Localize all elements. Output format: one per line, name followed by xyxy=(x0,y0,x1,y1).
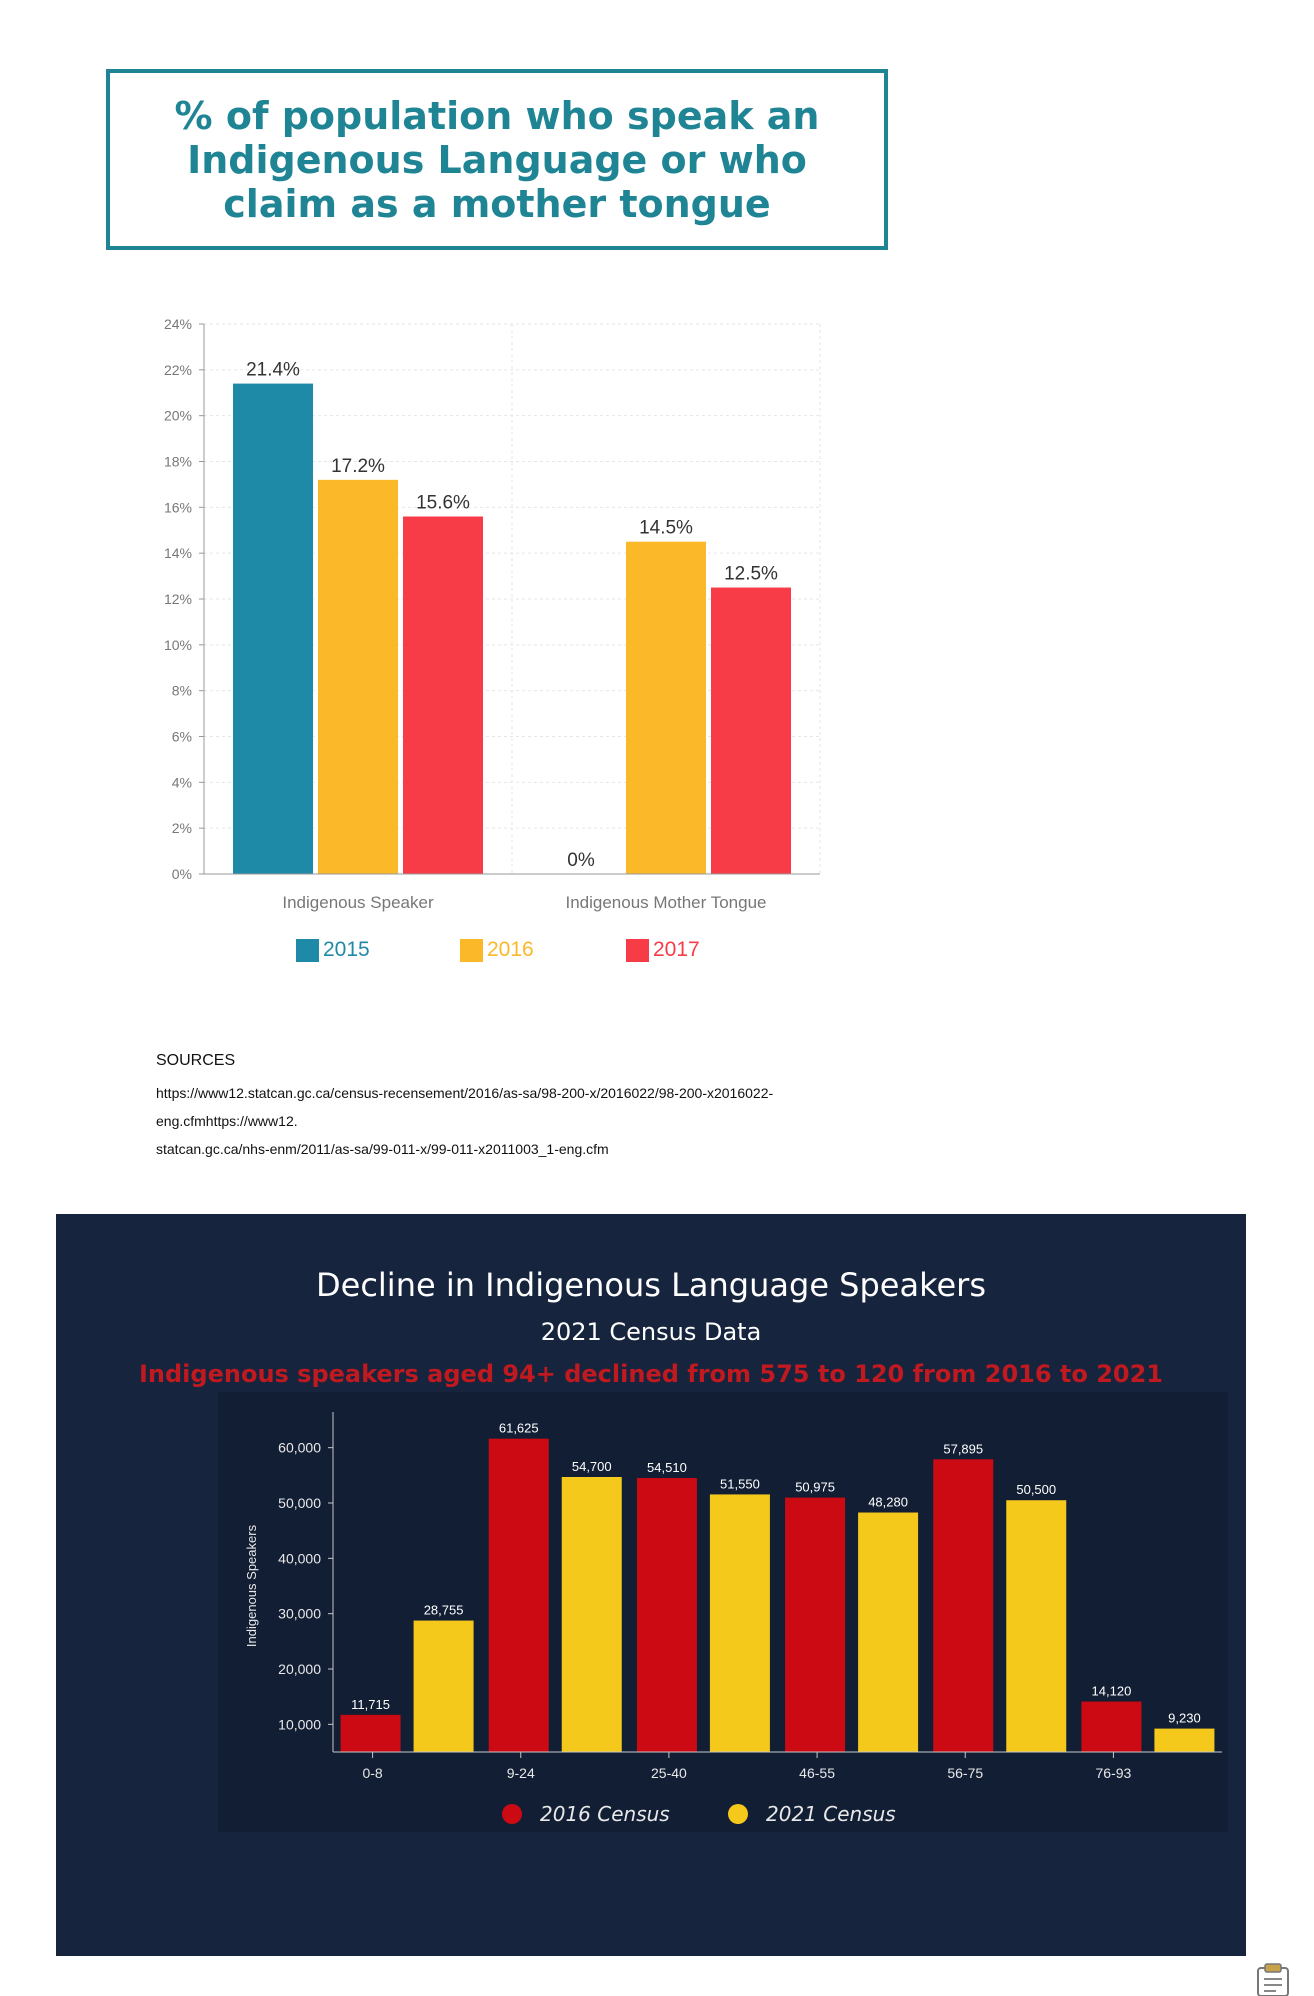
data-label: 12.5% xyxy=(724,564,778,585)
y-tick-label: 22% xyxy=(164,362,192,378)
y-tick-label: 12% xyxy=(164,591,192,607)
clipboard-icon[interactable] xyxy=(1252,1962,1294,1996)
x-category-label: 0-8 xyxy=(362,1765,382,1781)
y-tick-label: 10% xyxy=(164,637,192,653)
y-tick-label: 2% xyxy=(172,820,192,836)
y-tick-label: 30,000 xyxy=(278,1606,321,1622)
x-category-label: Indigenous Mother Tongue xyxy=(565,893,766,912)
chart2-title: Decline in Indigenous Language Speakers xyxy=(315,1266,986,1304)
bar xyxy=(561,1476,622,1752)
data-label: 14,120 xyxy=(1092,1684,1132,1699)
legend-swatch-2015 xyxy=(296,938,319,962)
y-tick-label: 50,000 xyxy=(278,1495,321,1511)
chart2-annotation: Indigenous speakers aged 94+ declined fr… xyxy=(138,1360,1164,1388)
bar xyxy=(636,1478,697,1752)
chart2-panel: Decline in Indigenous Language Speakers … xyxy=(56,1214,1246,1956)
y-tick-label: 18% xyxy=(164,454,192,470)
chart1-title: % of population who speak an Indigenous … xyxy=(174,93,820,226)
x-category-label: 25-40 xyxy=(651,1765,687,1781)
bar xyxy=(1081,1701,1142,1752)
bar xyxy=(1154,1728,1215,1752)
y-tick-label: 10,000 xyxy=(278,1716,321,1732)
chart2-subtitle: 2021 Census Data xyxy=(540,1318,762,1346)
data-label: 17.2% xyxy=(331,456,385,477)
bar xyxy=(403,516,483,874)
x-category-label: 56-75 xyxy=(947,1765,983,1781)
y-tick-label: 4% xyxy=(172,774,192,790)
x-category-label: 76-93 xyxy=(1096,1765,1132,1781)
bar xyxy=(1006,1500,1067,1752)
data-label: 57,895 xyxy=(943,1441,983,1456)
legend-label-2015: 2015 xyxy=(323,938,370,961)
source-line: statcan.gc.ca/nhs-enm/2011/as-sa/99-011-… xyxy=(156,1141,609,1157)
y-tick-label: 40,000 xyxy=(278,1550,321,1566)
legend-item-2021-census: 2021 Census xyxy=(728,1802,896,1826)
legend-swatch-2017 xyxy=(626,938,649,962)
bar xyxy=(413,1620,474,1752)
data-label: 9,230 xyxy=(1168,1711,1201,1726)
x-category-label: 9-24 xyxy=(507,1765,535,1781)
bar xyxy=(488,1438,549,1752)
legend-swatch-2016 xyxy=(460,938,483,962)
y-tick-label: 6% xyxy=(172,729,192,745)
chart2-plot: 10,000 20,000 30,000 40,000 50,000 60,000 Indi… xyxy=(218,1392,1228,1832)
legend-item-2015: 2015 xyxy=(296,938,370,962)
x-category-label: Indigenous Speaker xyxy=(282,893,434,912)
bar xyxy=(858,1512,919,1752)
legend-item-2016-census: 2016 Census xyxy=(502,1802,670,1826)
legend-item-2016: 2016 xyxy=(460,938,534,962)
legend-item-2017: 2017 xyxy=(626,938,700,962)
data-label: 28,755 xyxy=(424,1603,464,1618)
chart1-title-box: % of population who speak an Indigenous … xyxy=(106,69,888,250)
legend-label-2016-census: 2016 Census xyxy=(540,1802,670,1826)
data-label: 51,550 xyxy=(720,1476,760,1491)
bar xyxy=(318,479,398,874)
legend-label-2017: 2017 xyxy=(653,938,700,961)
source-line: eng.cfmhttps://www12. xyxy=(156,1113,298,1129)
data-label: 61,625 xyxy=(499,1421,539,1436)
sources-heading: SOURCES xyxy=(156,1052,236,1069)
bar xyxy=(711,587,791,874)
legend-dot-2016-census xyxy=(502,1804,522,1824)
bar xyxy=(626,541,706,874)
y-tick-label: 0% xyxy=(172,866,192,882)
data-label: 0% xyxy=(567,850,595,871)
bar xyxy=(233,383,313,874)
bar xyxy=(933,1459,994,1752)
chart1-plot: 0% 2% 4% 6% 8% 10% 12% 14% 16% 18% 20% 22% 24% Indige… xyxy=(164,316,821,912)
data-label: 11,715 xyxy=(351,1697,390,1712)
data-label: 54,510 xyxy=(647,1460,687,1475)
y-tick-label: 20,000 xyxy=(278,1661,321,1677)
data-label: 15.6% xyxy=(416,493,470,514)
source-line: https://www12.statcan.gc.ca/census-recen… xyxy=(156,1085,774,1101)
data-label: 14.5% xyxy=(639,518,693,539)
chart2-legend: 2016 Census 2021 Census xyxy=(56,1802,1246,1842)
sources-block: SOURCES https://www12.statcan.gc.ca/cens… xyxy=(156,1052,876,1163)
y-tick-label: 16% xyxy=(164,499,192,515)
y-axis-label: Indigenous Speakers xyxy=(244,1524,259,1647)
y-tick-label: 8% xyxy=(172,683,192,699)
legend-dot-2021-census xyxy=(728,1804,748,1824)
data-label: 50,500 xyxy=(1016,1482,1056,1497)
y-tick-label: 24% xyxy=(164,316,192,332)
y-tick-label: 60,000 xyxy=(278,1440,321,1456)
data-label: 21.4% xyxy=(246,360,300,381)
data-label: 48,280 xyxy=(868,1495,908,1510)
bar xyxy=(785,1497,846,1752)
legend-label-2021-census: 2021 Census xyxy=(766,1802,896,1826)
bar xyxy=(340,1714,401,1752)
x-category-label: 46-55 xyxy=(799,1765,835,1781)
data-label: 50,975 xyxy=(795,1480,835,1495)
legend-label-2016: 2016 xyxy=(487,938,534,961)
y-tick-label: 14% xyxy=(164,545,192,561)
data-label: 54,700 xyxy=(572,1459,612,1474)
bar xyxy=(709,1494,770,1752)
y-tick-label: 20% xyxy=(164,408,192,424)
